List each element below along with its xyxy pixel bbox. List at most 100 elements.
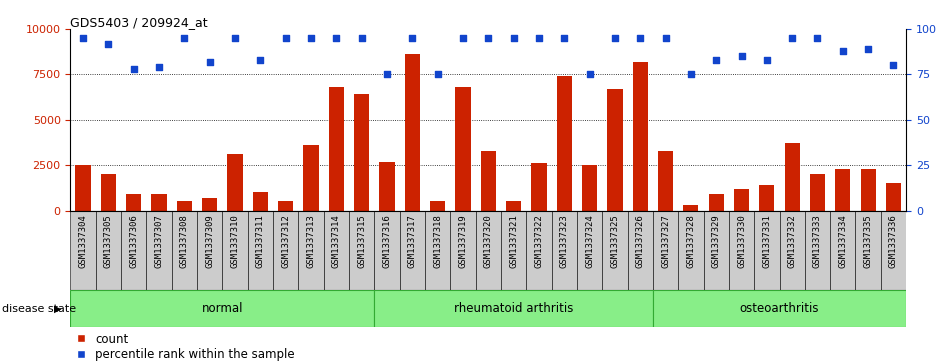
Point [886, 62, 901, 68]
Bar [506, 201, 521, 211]
Text: GSM1337327: GSM1337327 [661, 215, 670, 268]
Bar [70, 211, 96, 290]
Bar [151, 194, 166, 211]
Point [430, 72, 445, 77]
Bar [227, 154, 242, 211]
Text: GSM1337317: GSM1337317 [408, 215, 417, 268]
Bar [146, 211, 172, 290]
Bar [608, 89, 623, 211]
Bar [248, 211, 273, 290]
Bar [405, 54, 420, 211]
Bar [177, 200, 192, 211]
Point [329, 35, 344, 41]
Bar [881, 211, 906, 290]
Point [151, 64, 166, 70]
Bar [531, 163, 546, 211]
Bar [75, 165, 91, 211]
Bar [734, 189, 749, 211]
Bar [810, 174, 825, 211]
Bar [582, 165, 597, 211]
Point [531, 35, 546, 41]
Bar [500, 211, 526, 290]
Bar [273, 211, 299, 290]
Bar [400, 211, 425, 290]
Bar [835, 169, 851, 211]
Point [278, 35, 293, 41]
Point [405, 35, 420, 41]
Bar [653, 290, 906, 327]
Point [303, 35, 318, 41]
Text: GSM1337325: GSM1337325 [610, 215, 620, 268]
Bar [223, 211, 248, 290]
Text: GSM1337309: GSM1337309 [206, 215, 214, 268]
Bar [96, 211, 121, 290]
Text: GSM1337336: GSM1337336 [889, 215, 898, 268]
Point [709, 57, 724, 63]
Text: GSM1337314: GSM1337314 [331, 215, 341, 268]
Text: GDS5403 / 209924_at: GDS5403 / 209924_at [70, 16, 208, 29]
Bar [349, 211, 375, 290]
Point [861, 46, 876, 52]
Bar [703, 211, 729, 290]
Text: GSM1337324: GSM1337324 [585, 215, 594, 268]
Bar [299, 211, 324, 290]
Bar [627, 211, 653, 290]
Point [684, 72, 699, 77]
Text: GSM1337329: GSM1337329 [712, 215, 721, 268]
Point [253, 57, 268, 63]
Text: GSM1337311: GSM1337311 [255, 215, 265, 268]
Text: GSM1337306: GSM1337306 [130, 215, 138, 268]
Text: GSM1337315: GSM1337315 [357, 215, 366, 268]
Text: GSM1337308: GSM1337308 [180, 215, 189, 268]
Bar [658, 151, 673, 211]
Point [633, 35, 648, 41]
Bar [526, 211, 551, 290]
Point [734, 53, 749, 59]
Bar [126, 194, 142, 211]
Text: GSM1337328: GSM1337328 [686, 215, 696, 268]
Bar [678, 211, 703, 290]
Text: disease state: disease state [2, 303, 76, 314]
Bar [121, 211, 146, 290]
Text: GSM1337312: GSM1337312 [281, 215, 290, 268]
Text: GSM1337307: GSM1337307 [155, 215, 163, 268]
Text: GSM1337310: GSM1337310 [231, 215, 239, 268]
Text: GSM1337330: GSM1337330 [737, 215, 746, 268]
Bar [375, 290, 653, 327]
Text: GSM1337305: GSM1337305 [104, 215, 113, 268]
Bar [830, 211, 855, 290]
Point [202, 59, 217, 65]
Point [582, 72, 597, 77]
Bar [375, 211, 400, 290]
Bar [354, 94, 369, 211]
Bar [278, 201, 293, 211]
Bar [885, 183, 901, 211]
Bar [602, 211, 627, 290]
Point [658, 35, 673, 41]
Text: GSM1337316: GSM1337316 [382, 215, 392, 268]
Text: GSM1337334: GSM1337334 [839, 215, 847, 268]
Bar [653, 211, 678, 290]
Bar [709, 194, 724, 211]
Bar [100, 174, 116, 211]
Bar [481, 151, 496, 211]
Point [227, 35, 242, 41]
Bar [633, 62, 648, 211]
Text: GSM1337326: GSM1337326 [636, 215, 645, 268]
Text: GSM1337333: GSM1337333 [813, 215, 822, 268]
Bar [451, 211, 476, 290]
Bar [329, 87, 344, 211]
Bar [253, 192, 268, 211]
Point [455, 35, 470, 41]
Text: GSM1337323: GSM1337323 [560, 215, 569, 268]
Bar [172, 211, 197, 290]
Point [379, 72, 394, 77]
Bar [379, 162, 394, 211]
Text: GSM1337313: GSM1337313 [306, 215, 316, 268]
Point [836, 48, 851, 54]
Bar [557, 76, 572, 211]
Text: normal: normal [202, 302, 243, 315]
Text: rheumatoid arthritis: rheumatoid arthritis [454, 302, 574, 315]
Point [126, 66, 141, 72]
Bar [760, 185, 775, 211]
